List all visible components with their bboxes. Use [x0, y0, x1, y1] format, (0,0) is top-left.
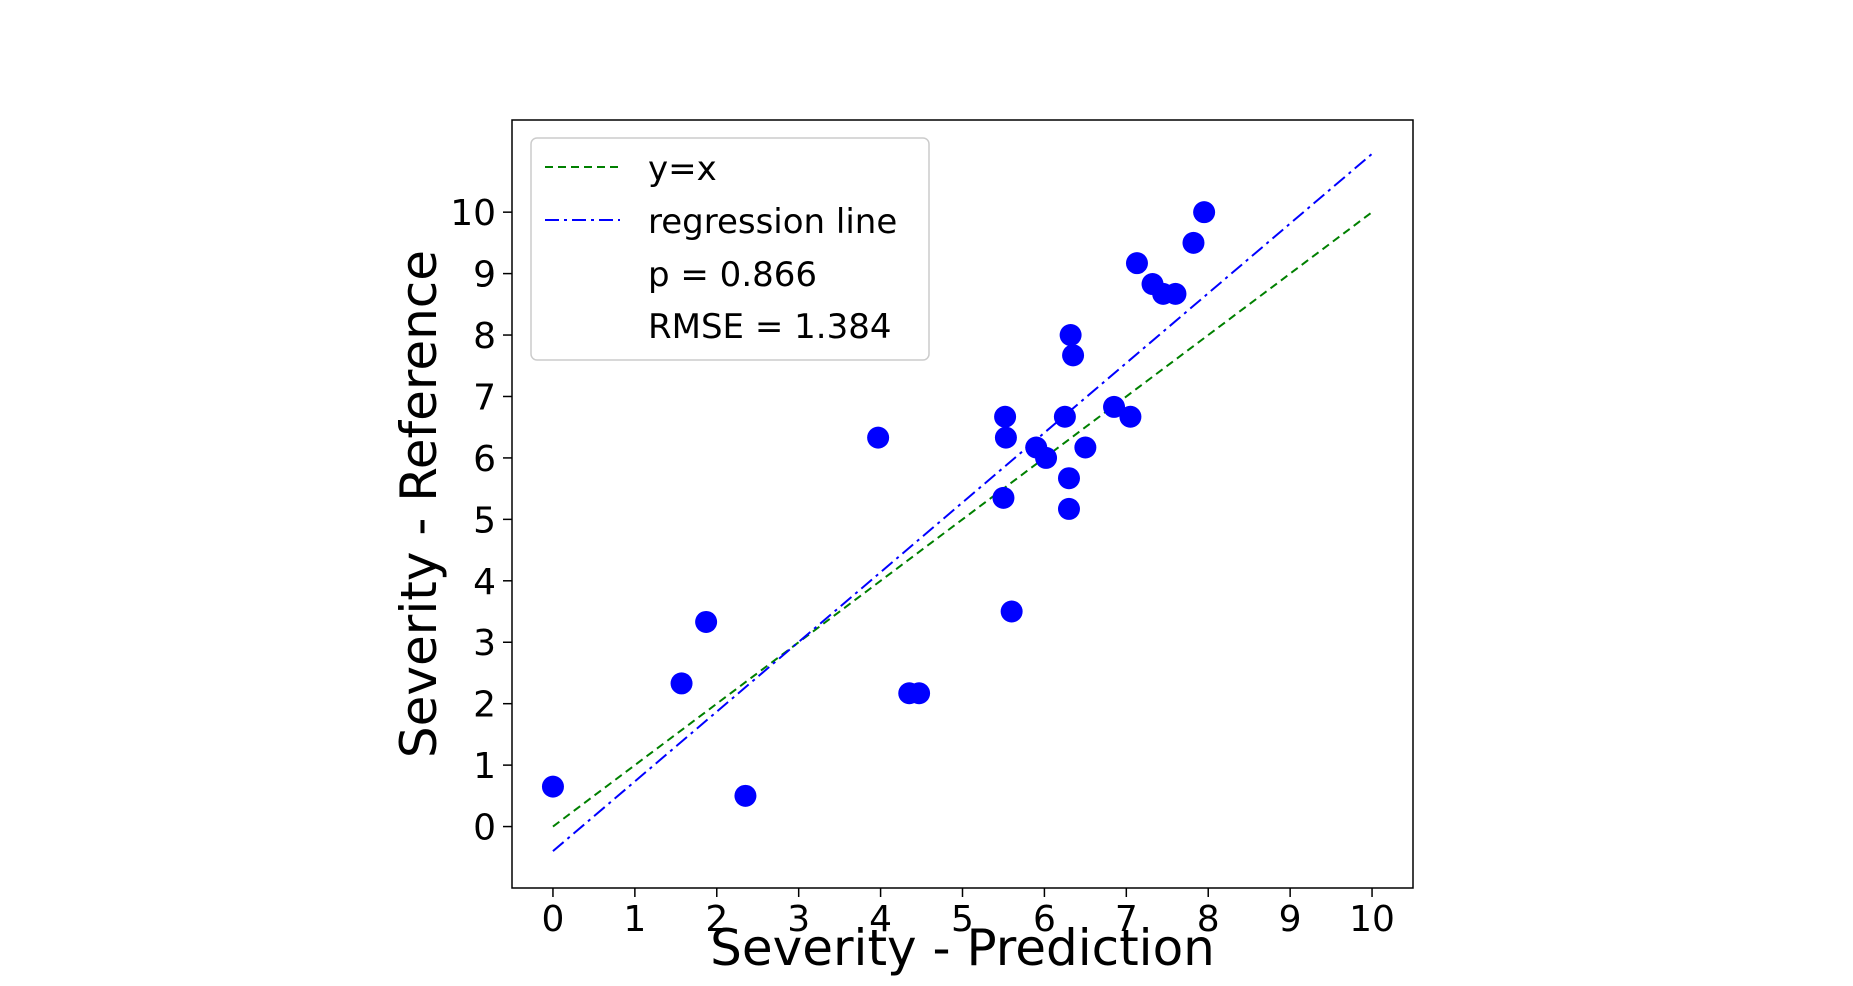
data-point [541, 775, 564, 798]
data-point [1074, 436, 1097, 459]
y-tick-label: 9 [473, 255, 496, 296]
data-point [1103, 395, 1126, 418]
data-point [1035, 446, 1058, 469]
data-point [1182, 231, 1205, 254]
y-tick-label: 6 [473, 439, 496, 480]
x-tick-label: 8 [1197, 899, 1220, 940]
x-tick-label: 5 [951, 899, 974, 940]
data-point [1053, 405, 1076, 428]
y-tick-label: 5 [473, 500, 496, 541]
data-point [867, 426, 890, 449]
data-point [1164, 282, 1187, 305]
data-point [1125, 252, 1148, 275]
y-tick-label: 0 [473, 808, 496, 849]
identity-line [552, 211, 1373, 828]
plot-area [541, 153, 1373, 852]
x-axis-label: Severity - Prediction [710, 919, 1215, 977]
y-tick-label: 10 [450, 193, 496, 234]
x-tick-label: 9 [1279, 899, 1302, 940]
y-tick-label: 7 [473, 377, 496, 418]
data-point [1057, 467, 1080, 490]
data-point [908, 682, 931, 705]
data-point [994, 405, 1017, 428]
x-tick-label: 2 [705, 899, 728, 940]
y-tick-label: 8 [473, 316, 496, 357]
y-tick-label: 4 [473, 562, 496, 603]
data-point [994, 426, 1017, 449]
data-point [992, 486, 1015, 509]
x-tick-label: 10 [1349, 899, 1395, 940]
legend-entry-rmse: RMSE = 1.384 [648, 307, 891, 347]
legend-entry-identity-line: y=x [648, 149, 717, 189]
data-point [1119, 405, 1142, 428]
y-axis: 0 1 2 3 4 5 6 7 8 9 10 [450, 193, 512, 849]
x-tick-label: 4 [869, 899, 892, 940]
y-tick-label: 2 [473, 685, 496, 726]
regression-line [552, 153, 1373, 852]
x-tick-label: 6 [1033, 899, 1056, 940]
legend-box [530, 137, 930, 361]
data-point [1062, 344, 1085, 367]
y-tick-label: 3 [473, 623, 496, 664]
x-tick-label: 1 [623, 899, 646, 940]
data-point [670, 672, 693, 695]
data-point [734, 784, 757, 807]
y-tick-label: 1 [473, 746, 496, 787]
x-tick-label: 3 [787, 899, 810, 940]
data-point [1059, 324, 1082, 347]
x-axis: 0 1 2 3 4 5 6 7 8 9 10 [542, 888, 1395, 940]
data-point [1057, 497, 1080, 520]
legend: y=x regression line p = 0.866 RMSE = 1.3… [530, 137, 930, 361]
x-tick-label: 0 [542, 899, 565, 940]
x-tick-label: 7 [1115, 899, 1138, 940]
data-point [695, 610, 718, 633]
legend-entry-correlation: p = 0.866 [648, 255, 817, 295]
data-point [1193, 201, 1216, 224]
y-axis-label: Severity - Reference [390, 250, 448, 758]
legend-entry-regression-line: regression line [648, 202, 897, 242]
data-point [1000, 600, 1023, 623]
